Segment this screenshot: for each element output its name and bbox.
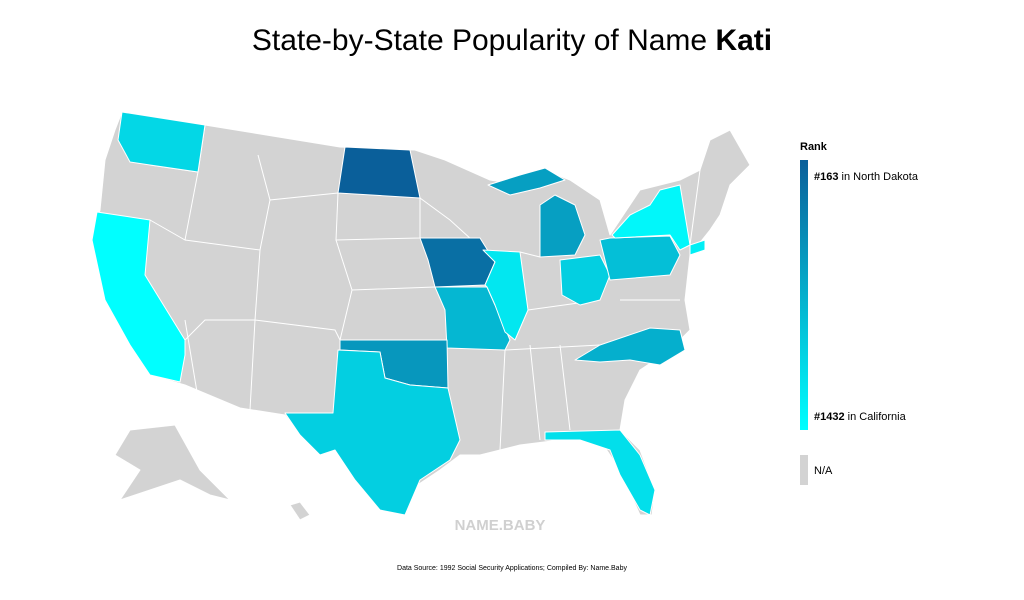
legend-na — [800, 455, 808, 485]
low-place: in California — [848, 411, 907, 423]
state — [599, 235, 681, 281]
title-name: Kati — [715, 24, 772, 57]
title-text: State-by-State Popularity of Name — [252, 24, 707, 57]
legend-title: Rank — [800, 141, 828, 153]
state — [559, 254, 611, 306]
footer: Data Source: 1992 Social Security Applic… — [397, 565, 627, 572]
legend-high: #163 in North Dakota — [814, 171, 919, 183]
hawaii — [289, 501, 311, 521]
state — [91, 211, 186, 383]
high-rank: #163 — [814, 171, 838, 183]
watermark: NAME.BABY — [455, 517, 546, 534]
state — [544, 429, 656, 516]
legend-low: #1432 in California — [814, 411, 907, 423]
legend-gradient — [800, 160, 808, 430]
state — [539, 194, 586, 258]
state — [487, 167, 566, 196]
high-place: in North Dakota — [842, 171, 919, 183]
us-map — [91, 111, 751, 521]
title: State-by-State Popularity of Name Kati — [252, 24, 772, 57]
state — [482, 249, 529, 341]
state — [284, 349, 461, 516]
mainland — [91, 111, 751, 516]
state — [611, 184, 691, 251]
alaska — [114, 424, 231, 501]
legend-na-label: N/A — [814, 465, 833, 477]
state — [574, 327, 686, 366]
state — [337, 146, 421, 199]
low-rank: #1432 — [814, 411, 845, 423]
state — [117, 111, 206, 173]
state — [689, 239, 706, 256]
